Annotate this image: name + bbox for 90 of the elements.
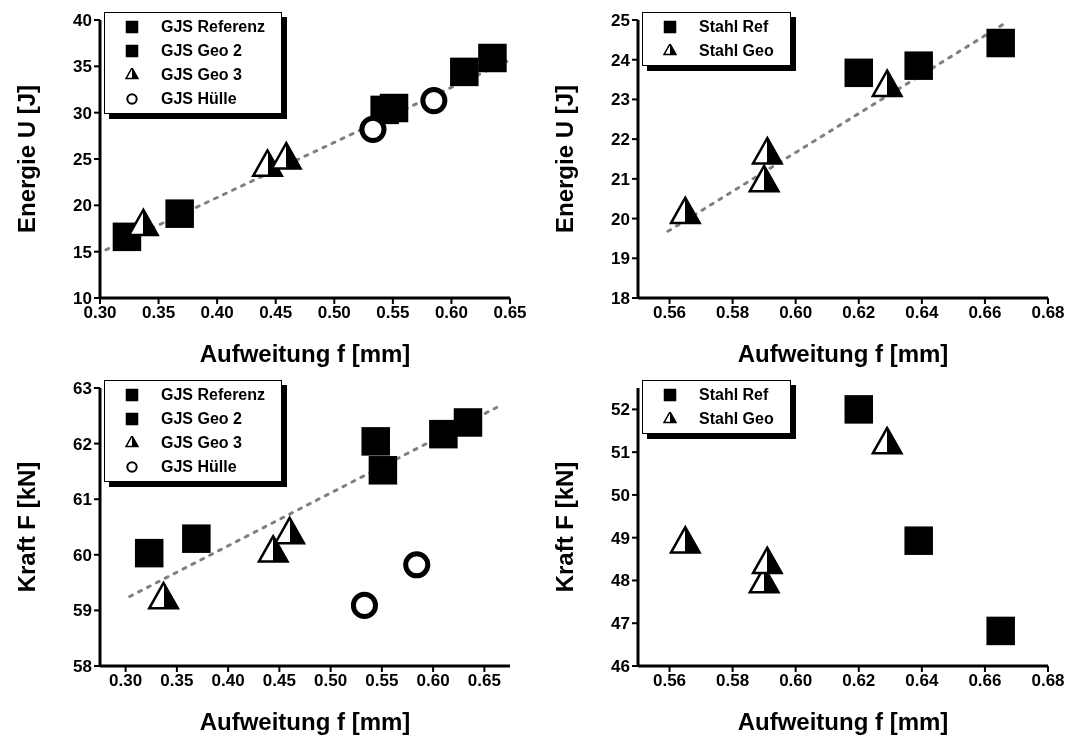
y-tick-label: 25 <box>611 11 630 31</box>
y-tick-label: 58 <box>73 657 92 677</box>
y-tick-label: 60 <box>73 545 92 565</box>
legend-label: Stahl Geo <box>699 410 774 428</box>
x-tick-label: 0.35 <box>142 303 176 323</box>
y-tick-label: 22 <box>611 130 630 150</box>
legend-label: GJS Referenz <box>161 18 266 36</box>
x-axis-title: Aufweitung f [mm] <box>199 340 411 367</box>
x-tick-label: 0.56 <box>652 671 687 691</box>
x-tick-label: 0.45 <box>262 671 296 691</box>
point <box>379 93 409 123</box>
y-tick-label: 59 <box>73 601 92 621</box>
y-tick-label: 61 <box>73 490 92 510</box>
point <box>368 456 398 485</box>
point <box>359 115 387 143</box>
y-tick-label: 47 <box>611 614 630 634</box>
point <box>453 408 483 437</box>
point <box>450 57 479 87</box>
point <box>182 524 211 553</box>
x-tick-label: 0.45 <box>259 303 293 323</box>
y-tick-label: 20 <box>611 209 630 229</box>
legend-label: Stahl Geo <box>699 42 774 60</box>
x-tick-label: 0.58 <box>716 671 750 691</box>
y-axis-title: Energie U [J] <box>12 84 40 234</box>
x-tick-label: 0.65 <box>493 303 527 323</box>
x-tick-label: 0.64 <box>905 671 939 691</box>
point <box>420 87 448 115</box>
y-tick-label: 24 <box>611 50 631 70</box>
point <box>361 427 390 456</box>
legend-label: GJS Geo 3 <box>161 66 242 84</box>
y-tick-label: 52 <box>611 400 630 420</box>
y-tick-label: 35 <box>73 57 92 77</box>
point <box>403 551 431 579</box>
y-tick-label: 48 <box>611 571 630 591</box>
x-tick-label: 0.64 <box>905 303 939 323</box>
point <box>478 43 507 73</box>
x-tick-label: 0.62 <box>842 671 876 691</box>
legend-label: Stahl Ref <box>699 386 769 404</box>
x-tick-label: 0.62 <box>842 303 876 323</box>
legend-label: GJS Hülle <box>161 458 237 476</box>
x-tick-label: 0.68 <box>1031 671 1065 691</box>
x-tick-label: 0.50 <box>317 303 351 323</box>
x-tick-label: 0.35 <box>160 671 194 691</box>
legend-label: GJS Geo 3 <box>161 434 242 452</box>
legend-label: GJS Geo 2 <box>161 410 242 428</box>
y-tick-label: 51 <box>611 443 630 463</box>
x-axis-title: Aufweitung f [mm] <box>737 708 949 735</box>
x-axis-title: Aufweitung f [mm] <box>737 340 949 367</box>
x-tick-label: 0.60 <box>434 303 468 323</box>
x-tick-label: 0.60 <box>416 671 450 691</box>
x-axis-title: Aufweitung f [mm] <box>199 708 411 735</box>
x-tick-label: 0.66 <box>968 303 1002 323</box>
y-axis-title: Kraft F [kN] <box>12 461 40 593</box>
y-tick-label: 46 <box>611 657 630 677</box>
y-tick-label: 50 <box>611 485 630 505</box>
y-tick-label: 25 <box>73 150 92 170</box>
x-tick-label: 0.65 <box>467 671 501 691</box>
legend-label: GJS Geo 2 <box>161 42 242 60</box>
y-tick-label: 20 <box>73 196 92 216</box>
legend-label: GJS Referenz <box>161 386 266 404</box>
x-tick-label: 0.60 <box>779 303 813 323</box>
x-tick-label: 0.55 <box>376 303 410 323</box>
x-tick-label: 0.50 <box>314 671 348 691</box>
x-tick-label: 0.56 <box>652 303 687 323</box>
y-axis-title: Energie U [J] <box>550 84 578 234</box>
point <box>429 419 458 449</box>
point <box>134 538 164 568</box>
y-tick-label: 62 <box>73 434 92 454</box>
y-axis-title: Kraft F [kN] <box>550 461 578 593</box>
legend-label: Stahl Ref <box>699 18 769 36</box>
y-tick-label: 15 <box>73 242 92 262</box>
x-tick-label: 0.40 <box>211 671 245 691</box>
x-tick-label: 0.40 <box>200 303 234 323</box>
y-tick-label: 30 <box>73 103 92 123</box>
x-tick-label: 0.30 <box>109 671 143 691</box>
legend-label: GJS Hülle <box>161 90 237 108</box>
point <box>165 199 194 228</box>
y-tick-label: 23 <box>611 90 630 110</box>
x-tick-label: 0.55 <box>365 671 399 691</box>
x-tick-label: 0.58 <box>716 303 750 323</box>
x-tick-label: 0.68 <box>1031 303 1065 323</box>
x-tick-label: 0.60 <box>779 671 813 691</box>
y-tick-label: 40 <box>73 11 92 31</box>
x-tick-label: 0.66 <box>968 671 1002 691</box>
y-tick-label: 18 <box>611 289 630 309</box>
y-tick-label: 63 <box>73 379 92 399</box>
y-tick-label: 49 <box>611 528 630 548</box>
point <box>350 591 378 619</box>
y-tick-label: 21 <box>611 169 630 189</box>
y-tick-label: 19 <box>611 249 630 269</box>
